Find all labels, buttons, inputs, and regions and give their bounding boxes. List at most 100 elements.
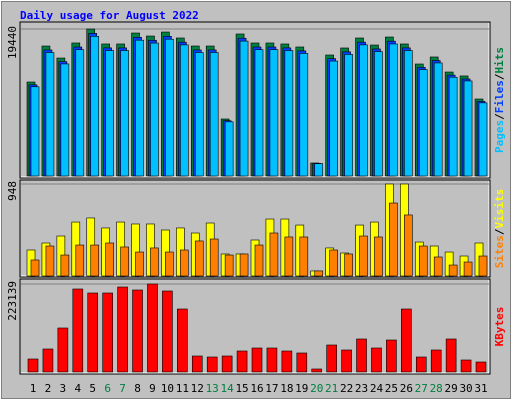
- bar: [147, 283, 158, 373]
- bar: [30, 259, 40, 277]
- bar: [224, 121, 234, 177]
- bar: [90, 36, 100, 177]
- x-tick-label: 18: [280, 382, 293, 395]
- bar: [418, 245, 428, 277]
- bar: [311, 368, 323, 373]
- bar: [72, 288, 84, 373]
- bar: [371, 347, 382, 373]
- bar: [344, 253, 353, 277]
- bar: [45, 52, 55, 177]
- bar: [239, 253, 249, 277]
- bar: [60, 254, 70, 277]
- legend-entry: Sites: [493, 235, 506, 268]
- bar: [206, 356, 218, 373]
- bar: [374, 51, 383, 177]
- bar: [448, 264, 458, 277]
- x-tick-label: 5: [89, 382, 96, 395]
- x-tick-label: 11: [176, 382, 189, 395]
- bar: [418, 69, 428, 177]
- x-tick-label: 7: [119, 382, 126, 395]
- bar: [284, 236, 294, 277]
- legend-separator: /: [493, 73, 506, 80]
- bar: [404, 50, 413, 177]
- bar: [162, 290, 173, 373]
- bar: [135, 39, 144, 177]
- bar: [386, 339, 397, 373]
- legend-entry: Files: [493, 80, 506, 113]
- x-tick-label: 12: [191, 382, 204, 395]
- bar: [266, 347, 278, 373]
- bar: [224, 254, 234, 277]
- bar: [356, 338, 367, 373]
- bar: [299, 53, 309, 177]
- x-tick-label: 29: [445, 382, 458, 395]
- bar: [42, 348, 54, 373]
- bar: [415, 356, 427, 373]
- bar: [314, 270, 324, 277]
- x-tick-label: 16: [250, 382, 263, 395]
- bar: [341, 349, 352, 373]
- bar: [236, 350, 248, 373]
- bar: [105, 242, 114, 277]
- legend-separator: /: [493, 228, 506, 235]
- bar: [105, 50, 114, 177]
- x-tick-label: 4: [74, 382, 81, 395]
- bar: [75, 244, 85, 277]
- bar: [359, 235, 368, 277]
- x-tick-label: 2: [45, 382, 52, 395]
- bar: [75, 49, 85, 177]
- x-tick-label: 28: [430, 382, 443, 395]
- bar: [463, 261, 473, 277]
- bar: [102, 292, 113, 373]
- bar: [281, 350, 293, 373]
- bar: [374, 236, 383, 277]
- y-tick-label: 948: [6, 181, 19, 201]
- bar: [448, 76, 458, 177]
- x-tick-label: 6: [104, 382, 111, 395]
- bar: [430, 349, 442, 373]
- x-tick-label: 26: [400, 382, 413, 395]
- x-tick-label: 19: [295, 382, 308, 395]
- bar: [27, 358, 39, 373]
- bar: [389, 202, 398, 277]
- x-tick-label: 9: [149, 382, 156, 395]
- bar: [30, 86, 40, 177]
- bar: [401, 308, 412, 373]
- bar: [329, 60, 338, 177]
- bar: [180, 249, 189, 277]
- y-tick-label: 19440: [6, 26, 19, 59]
- bar: [135, 251, 144, 277]
- bar: [433, 256, 443, 277]
- bar: [60, 63, 70, 177]
- bar: [296, 352, 308, 373]
- bar: [221, 355, 233, 373]
- bar: [478, 255, 488, 277]
- bar: [209, 52, 219, 177]
- x-tick-label: 23: [355, 382, 368, 395]
- x-tick-label: 15: [235, 382, 248, 395]
- bar: [460, 359, 472, 373]
- bar: [45, 245, 55, 277]
- bar: [87, 292, 99, 373]
- x-tick-label: 3: [60, 382, 67, 395]
- x-tick-label: 8: [134, 382, 141, 395]
- x-tick-label: 30: [459, 382, 472, 395]
- x-tick-label: 31: [474, 382, 487, 395]
- bar: [284, 50, 294, 177]
- bar: [254, 244, 264, 277]
- bar: [314, 163, 324, 177]
- y-tick-label: 223139: [6, 281, 19, 321]
- bar: [433, 62, 443, 177]
- bar: [404, 214, 413, 277]
- bar: [165, 38, 174, 177]
- x-tick-label: 1: [30, 382, 37, 395]
- legend-entry: Visits: [493, 189, 506, 229]
- bar: [478, 102, 488, 177]
- bar: [463, 80, 473, 177]
- x-tick-label: 20: [310, 382, 323, 395]
- bar: [389, 43, 398, 177]
- bar: [191, 355, 203, 373]
- x-tick-label: 14: [221, 382, 235, 395]
